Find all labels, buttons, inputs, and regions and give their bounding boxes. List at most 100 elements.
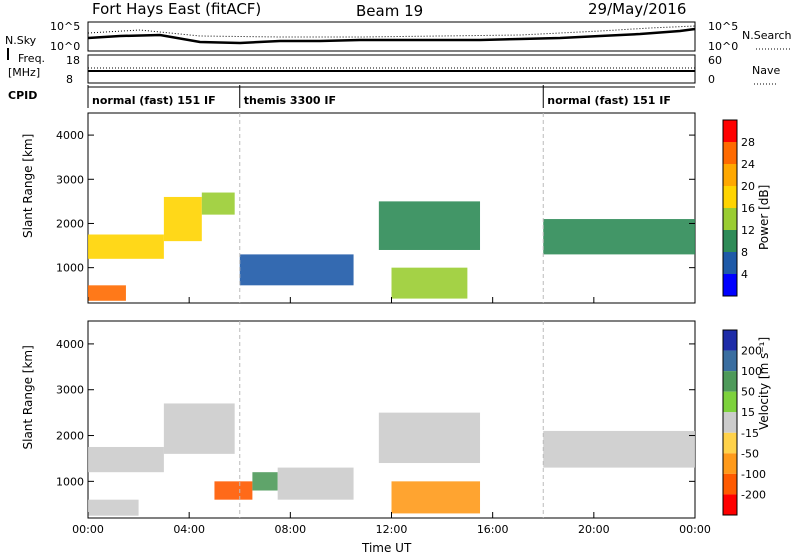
y-axis-label: Slant Range [km]	[21, 134, 35, 238]
colorbar-tick-label: 16	[741, 202, 755, 215]
colorbar-frame	[722, 329, 738, 516]
nsky-tick-low: 10^0	[50, 40, 80, 53]
freq-label-2: [MHz]	[8, 66, 40, 79]
freq-strip-frame	[87, 54, 696, 84]
data-region	[239, 254, 354, 286]
nsearch-tick-high: 10^5	[708, 20, 738, 33]
nsky-label: N.Sky	[5, 34, 37, 47]
y-tick-label: 3000	[56, 173, 84, 186]
beam-title: Beam 19	[356, 2, 423, 20]
data-region	[277, 467, 354, 500]
velocity-panel: 1000 2000 3000 4000 00:00 04:00 08:00 12:00 16:0…	[21, 320, 711, 536]
data-region	[543, 430, 695, 468]
colorbar-swatch	[723, 350, 737, 372]
x-tick-label: 12:00	[376, 523, 408, 536]
colorbar-tick-label: 50	[741, 386, 755, 399]
colorbar-swatch	[723, 208, 737, 230]
y-tick-label: 3000	[56, 384, 84, 397]
nave-tick-low: 0	[708, 73, 715, 86]
data-region	[378, 201, 481, 250]
power-scale-label: Power [dB]	[757, 185, 771, 250]
colorbar-swatch	[723, 186, 737, 208]
data-region	[88, 234, 164, 259]
data-region	[201, 192, 235, 215]
colorbar-tick-label: 24	[741, 158, 755, 171]
data-region	[163, 196, 202, 242]
colorbar-tick-label: 20	[741, 180, 755, 193]
colorbar-swatch	[723, 391, 737, 413]
colorbar-swatch	[723, 473, 737, 495]
colorbar-tick-label: 12	[741, 224, 755, 237]
nave-tick-high: 60	[708, 54, 722, 67]
colorbar-swatch	[723, 142, 737, 164]
colorbar-tick-label: 100	[741, 365, 762, 378]
cpid-label: CPID	[8, 89, 37, 102]
colorbar-swatch	[723, 164, 737, 186]
x-tick-label: 20:00	[578, 523, 610, 536]
velocity-scale-label: Velocity [m s⁻¹]	[757, 337, 771, 430]
data-region	[88, 285, 126, 301]
x-tick-label: 00:00	[679, 523, 711, 536]
power-colorbar: 28 24 20 16 12 8 4	[722, 119, 755, 297]
nsearch-label: N.Search	[742, 29, 792, 42]
colorbar-tick-label: -100	[741, 468, 766, 481]
data-region	[163, 403, 235, 454]
x-tick-label: 16:00	[477, 523, 509, 536]
y-tick-label: 4000	[56, 338, 84, 351]
colorbar-swatch	[723, 412, 737, 433]
x-tick-label: 04:00	[173, 523, 205, 536]
data-region	[543, 219, 695, 255]
nsearch-trace	[87, 25, 696, 38]
freq-tick-high: 18	[66, 54, 80, 67]
colorbar-swatch	[723, 230, 737, 252]
colorbar-tick-label: 8	[741, 246, 748, 259]
cpid-segment-label: normal (fast) 151 IF	[547, 94, 671, 107]
colorbar-frame	[722, 119, 738, 297]
y-tick-label: 2000	[56, 430, 84, 443]
freq-tick-low: 8	[66, 73, 73, 86]
data-region	[391, 267, 468, 299]
data-region	[88, 499, 139, 516]
y-tick-label: 1000	[56, 475, 84, 488]
data-region	[88, 446, 164, 473]
x-tick-label: 08:00	[274, 523, 306, 536]
x-axis-label: Time UT	[361, 541, 412, 554]
nsearch-tick-low: 10^0	[708, 40, 738, 53]
cpid-segment-label: normal (fast) 151 IF	[92, 94, 216, 107]
colorbar-swatch	[723, 120, 737, 142]
y-tick-label: 1000	[56, 262, 84, 275]
colorbar-tick-label: -200	[741, 488, 766, 501]
station-title: Fort Hays East (fitACF)	[92, 0, 261, 18]
colorbar-tick-label: 200	[741, 345, 762, 358]
cpid-segment-label: themis 3300 IF	[244, 94, 336, 107]
cpid-strip: normal (fast) 151 IF themis 3300 IF normal…	[87, 85, 695, 108]
data-region	[391, 481, 481, 514]
y-tick-label: 4000	[56, 129, 84, 142]
colorbar-tick-label: -50	[741, 447, 759, 460]
x-tick-label: 00:00	[72, 523, 104, 536]
colorbar-swatch	[723, 453, 737, 474]
date-title: 29/May/2016	[588, 0, 686, 18]
velocity-colorbar: 200 100 50 15 -15 -50 -100 -200	[722, 329, 766, 516]
nsky-tick-high: 10^5	[50, 20, 80, 33]
data-region	[252, 472, 278, 491]
colorbar-swatch	[723, 274, 737, 296]
colorbar-tick-label: -15	[741, 427, 759, 440]
data-region	[378, 412, 481, 464]
colorbar-swatch	[723, 494, 737, 515]
data-region	[214, 481, 253, 500]
colorbar-swatch	[723, 371, 737, 392]
nave-label: Nave	[752, 64, 780, 77]
colorbar-swatch	[723, 432, 737, 454]
colorbar-swatch	[723, 330, 737, 351]
colorbar-tick-label: 28	[741, 136, 755, 149]
y-tick-label: 2000	[56, 217, 84, 230]
nsky-strip-frame	[87, 21, 696, 52]
freq-label-1: Freq.	[18, 52, 45, 65]
colorbar-swatch	[723, 252, 737, 274]
colorbar-tick-label: 15	[741, 406, 755, 419]
y-axis-label: Slant Range [km]	[21, 345, 35, 449]
power-panel: 1000 2000 3000 4000 Slant Range [km]	[21, 112, 696, 304]
nsky-trace	[87, 27, 696, 45]
colorbar-tick-label: 4	[741, 268, 748, 281]
